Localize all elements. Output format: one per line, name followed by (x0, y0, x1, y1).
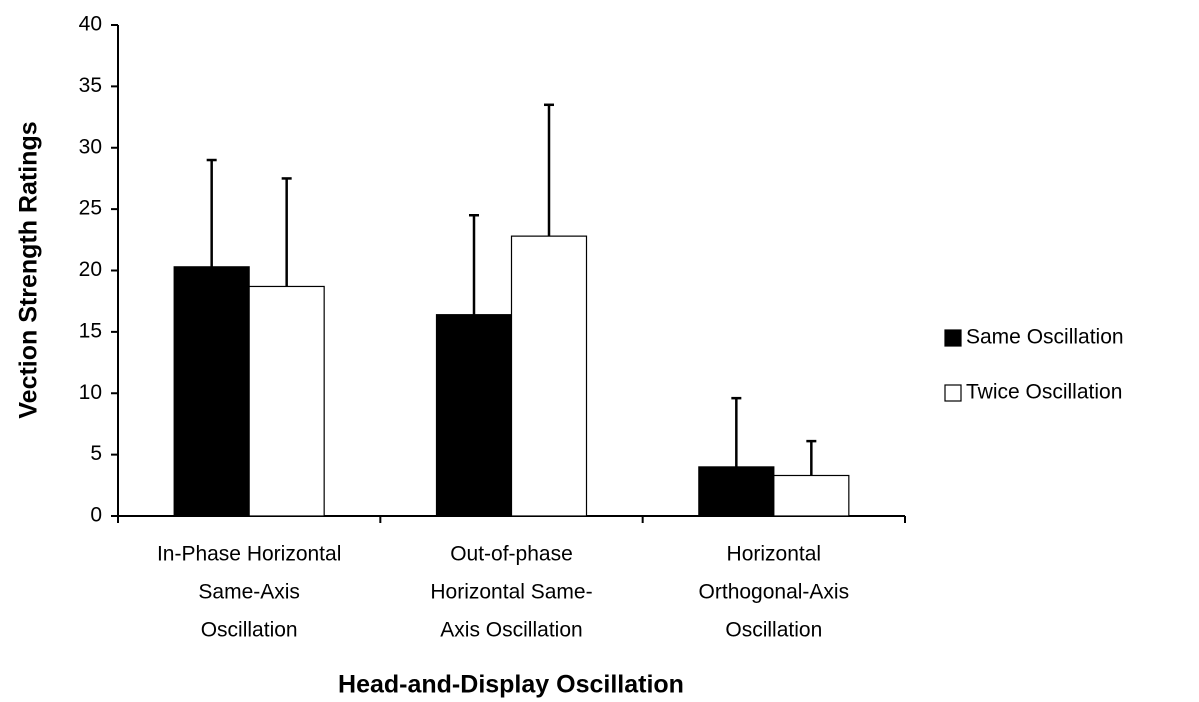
legend-label: Twice Oscillation (966, 381, 1122, 404)
x-tick-label: Horizontal (727, 543, 822, 566)
y-tick-label: 0 (90, 504, 102, 527)
legend-swatch (944, 384, 962, 402)
x-tick-label: Axis Oscillation (440, 619, 582, 642)
bar (510, 235, 588, 517)
bar (173, 266, 250, 517)
bar (698, 466, 775, 517)
y-tick-label: 10 (79, 381, 102, 404)
x-tick-label: Oscillation (725, 619, 822, 642)
y-tick-label: 35 (79, 74, 102, 97)
x-tick-label: Same-Axis (198, 581, 300, 604)
x-tick-label: Orthogonal-Axis (699, 581, 850, 604)
bar (435, 314, 513, 517)
legend-swatch (944, 329, 962, 347)
x-tick-label: Out-of-phase (450, 543, 573, 566)
y-tick-label: 40 (79, 13, 102, 36)
bar (248, 285, 325, 517)
x-tick-label: Oscillation (201, 619, 298, 642)
y-tick-label: 5 (90, 442, 102, 465)
x-tick-label: Horizontal Same- (430, 581, 592, 604)
bar (773, 474, 850, 517)
x-tick-label: In-Phase Horizontal (157, 543, 341, 566)
y-tick-label: 20 (79, 258, 102, 281)
y-tick-label: 25 (79, 197, 102, 220)
y-axis-title: Vection Strength Ratings (15, 121, 43, 418)
y-tick-label: 30 (79, 135, 102, 158)
y-tick-label: 15 (79, 319, 102, 342)
x-axis-title: Head-and-Display Oscillation (338, 671, 684, 699)
legend-label: Same Oscillation (966, 326, 1124, 349)
